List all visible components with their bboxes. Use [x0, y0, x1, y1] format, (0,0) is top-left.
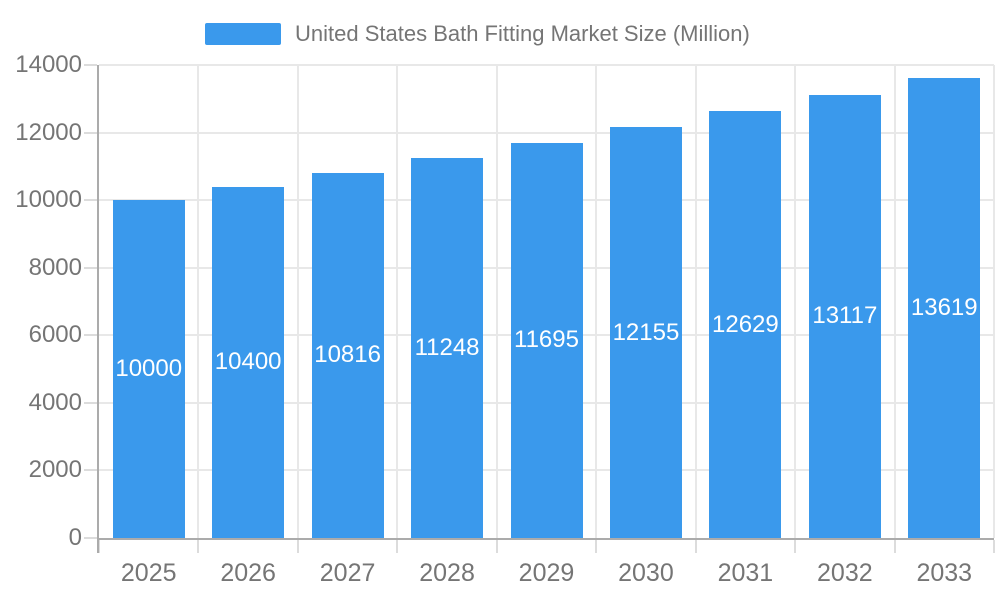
x-axis-tick-label-2028: 2028 [419, 559, 475, 587]
bar-value-2029: 11695 [514, 326, 579, 354]
x-gridline [396, 65, 399, 538]
bar-2031[interactable] [709, 111, 782, 538]
y-axis-tick [84, 334, 97, 337]
y-axis-tick-label: 12000 [15, 118, 82, 146]
bar-2030[interactable] [609, 127, 682, 538]
x-gridline [595, 65, 598, 538]
x-axis-tick [197, 540, 200, 553]
x-axis-tick [893, 540, 896, 553]
y-axis-tick-label: 10000 [15, 186, 82, 214]
y-axis-tick-label: 0 [68, 524, 82, 551]
bar-value-2025: 10000 [115, 355, 183, 383]
bar-value-2027: 10816 [314, 341, 381, 369]
x-axis-tick-label-2033: 2033 [916, 559, 973, 587]
x-axis-tick [98, 540, 100, 553]
bar-2029[interactable] [510, 142, 583, 538]
legend-label: United States Bath Fitting Market Size (… [295, 21, 750, 46]
y-axis-tick [84, 266, 97, 269]
y-axis-tick-label: 6000 [28, 321, 82, 349]
x-axis-tick [993, 540, 995, 553]
bar-2033[interactable] [908, 77, 981, 538]
x-gridline [495, 65, 498, 538]
y-axis-tick-label: 14000 [15, 51, 82, 78]
bar-2032[interactable] [808, 94, 881, 538]
bar-value-2032: 13117 [812, 302, 878, 330]
bar-value-2031: 12629 [712, 310, 779, 338]
x-axis-tick-label-2030: 2030 [618, 559, 674, 587]
y-axis-tick [84, 537, 97, 539]
bar-value-2028: 11248 [414, 333, 480, 361]
y-axis-tick [84, 469, 97, 472]
y-axis-tick [84, 131, 97, 134]
y-axis-line [97, 65, 99, 553]
legend-swatch [205, 23, 281, 45]
x-axis-tick-label-2029: 2029 [518, 559, 575, 587]
y-axis-tick-label: 4000 [28, 388, 82, 416]
x-axis-tick [396, 540, 399, 553]
x-gridline [993, 65, 995, 538]
y-axis-tick-label: 2000 [28, 456, 82, 484]
bar-2028[interactable] [411, 157, 484, 538]
x-axis-line [97, 538, 994, 540]
bar-2026[interactable] [212, 186, 285, 538]
y-gridline [99, 64, 994, 66]
bar-2027[interactable] [311, 172, 384, 538]
x-axis-tick-label-2032: 2032 [817, 559, 873, 587]
x-axis-tick [595, 540, 598, 553]
x-axis-tick [296, 540, 299, 553]
x-axis-tick-label-2025: 2025 [120, 559, 177, 587]
x-axis-tick-label-2031: 2031 [717, 559, 774, 587]
x-gridline [893, 65, 896, 538]
x-axis-tick [495, 540, 498, 553]
x-gridline [296, 65, 299, 538]
x-axis-tick-label-2027: 2027 [319, 559, 376, 587]
y-axis-tick [84, 401, 97, 404]
y-axis-tick [84, 199, 97, 202]
bar-value-2030: 12155 [612, 318, 680, 346]
bar-value-2026: 10400 [214, 348, 282, 376]
y-axis-tick [84, 64, 97, 66]
x-axis-tick [694, 540, 697, 553]
x-axis-tick [794, 540, 797, 553]
legend[interactable]: United States Bath Fitting Market Size (… [205, 21, 750, 47]
x-gridline [794, 65, 797, 538]
y-gridline [99, 131, 994, 134]
x-gridline [694, 65, 697, 538]
y-axis-tick-label: 8000 [28, 253, 82, 281]
x-axis-tick-label-2026: 2026 [220, 559, 276, 587]
x-gridline [197, 65, 200, 538]
bar-2025[interactable] [112, 200, 185, 538]
bar-value-2033: 13619 [910, 293, 978, 321]
